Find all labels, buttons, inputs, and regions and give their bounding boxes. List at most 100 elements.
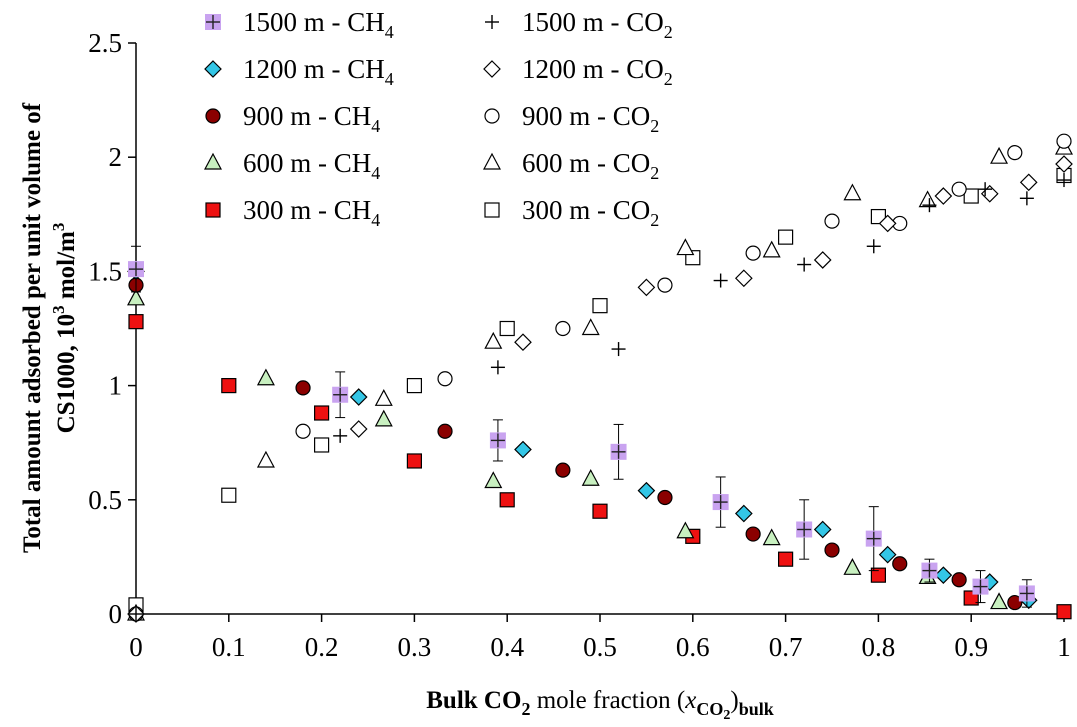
data-point [843, 558, 862, 575]
data-point [349, 388, 368, 406]
data-point [1056, 133, 1072, 149]
data-point [514, 333, 532, 352]
data-point [1007, 594, 1023, 611]
data-point [555, 462, 571, 478]
data-point [813, 520, 832, 539]
data-point [866, 239, 881, 254]
data-point [1018, 585, 1035, 602]
data-point [676, 521, 695, 539]
legend-label: 600 m - CO2 [522, 148, 659, 183]
x-tick-label: 0.2 [305, 632, 339, 662]
data-point [406, 378, 422, 394]
data-point [980, 184, 999, 203]
data-point [295, 380, 311, 396]
data-point [922, 198, 937, 213]
legend-item: 600 m - CO2 [483, 148, 659, 183]
legend-marker [484, 108, 500, 124]
data-point [127, 288, 145, 306]
data-point [637, 481, 656, 500]
data-point [490, 360, 505, 375]
legend-marker [205, 14, 221, 30]
data-point [1019, 173, 1038, 192]
legend-marker [204, 60, 222, 78]
data-point [256, 450, 275, 468]
data-point [637, 278, 656, 297]
data-point [745, 245, 761, 261]
x-tick-label: 0.5 [583, 632, 617, 662]
legend-item: 300 m - CO2 [484, 195, 659, 230]
legend-label: 1500 m - CO2 [522, 7, 673, 42]
data-point [484, 331, 503, 349]
data-point [221, 378, 237, 394]
data-point [657, 489, 673, 506]
data-point [951, 572, 967, 588]
data-point [349, 420, 368, 438]
data-point [437, 423, 453, 439]
x-tick-label: 0.4 [490, 632, 524, 662]
data-point [581, 468, 600, 486]
legend-marker [204, 152, 222, 170]
y-tick-label: 1 [109, 371, 123, 401]
data-point [592, 298, 608, 314]
legend-label: 600 m - CH4 [243, 148, 380, 183]
data-point [437, 371, 453, 387]
data-point [1055, 155, 1073, 173]
data-point [129, 607, 143, 621]
data-point [295, 423, 311, 439]
legend-label: 300 m - CO2 [522, 195, 659, 230]
y-tick-label: 0.5 [88, 485, 122, 515]
data-point [762, 528, 781, 546]
legend-marker [483, 60, 501, 78]
legend: 1500 m - CH4 1500 m - CO2 1200 m - CH4 1200… [204, 7, 673, 230]
x-tick-label: 0 [129, 632, 143, 662]
data-point [865, 530, 882, 547]
legend-label: 300 m - CH4 [243, 195, 380, 230]
y-axis-title-line2: CS1000, 103 mol/m3 [49, 223, 80, 434]
data-point [796, 521, 813, 538]
y-tick-label: 2 [109, 142, 123, 172]
data-point [921, 562, 938, 579]
legend-item: 900 m - CH4 [205, 101, 380, 136]
legend-item: 900 m - CO2 [484, 101, 659, 136]
data-point [972, 578, 989, 595]
data-point [824, 213, 840, 229]
data-point [1007, 145, 1023, 161]
data-point [256, 368, 275, 386]
series-600-m---ch4 [127, 288, 1009, 610]
legend-item: 1500 m - CH4 [205, 7, 394, 42]
data-point [878, 214, 897, 233]
y-tick-label: 0 [109, 599, 123, 629]
data-point [374, 389, 393, 406]
data-point [777, 229, 794, 245]
data-point [406, 453, 422, 469]
legend-item: 300 m - CH4 [205, 195, 380, 230]
data-point [610, 443, 627, 460]
legend-label: 900 m - CO2 [522, 101, 659, 136]
data-point [489, 432, 506, 449]
data-point [221, 487, 237, 503]
x-tick-label: 0.6 [676, 632, 710, 662]
data-point [734, 504, 753, 523]
series-1500-m---ch4 [128, 245, 1035, 608]
data-point [870, 567, 887, 583]
data-point [990, 146, 1009, 164]
data-point [499, 492, 515, 508]
data-point [314, 437, 330, 453]
data-point [963, 188, 979, 204]
legend-label: 1200 m - CH4 [243, 54, 394, 89]
x-tick-label: 1 [1057, 632, 1071, 662]
y-tick-label: 1.5 [88, 256, 122, 286]
x-axis-title: Bulk CO2 mole fraction (xCO2)bulk [426, 687, 773, 722]
data-point [657, 277, 673, 293]
data-point [734, 269, 753, 288]
data-point [713, 273, 728, 288]
data-point [592, 503, 608, 519]
data-point [128, 261, 144, 278]
series-1500-m---co2 [129, 173, 1071, 621]
data-point [777, 551, 794, 567]
series-900-m---co2 [128, 133, 1072, 622]
data-point [990, 592, 1009, 610]
data-point [581, 318, 600, 336]
